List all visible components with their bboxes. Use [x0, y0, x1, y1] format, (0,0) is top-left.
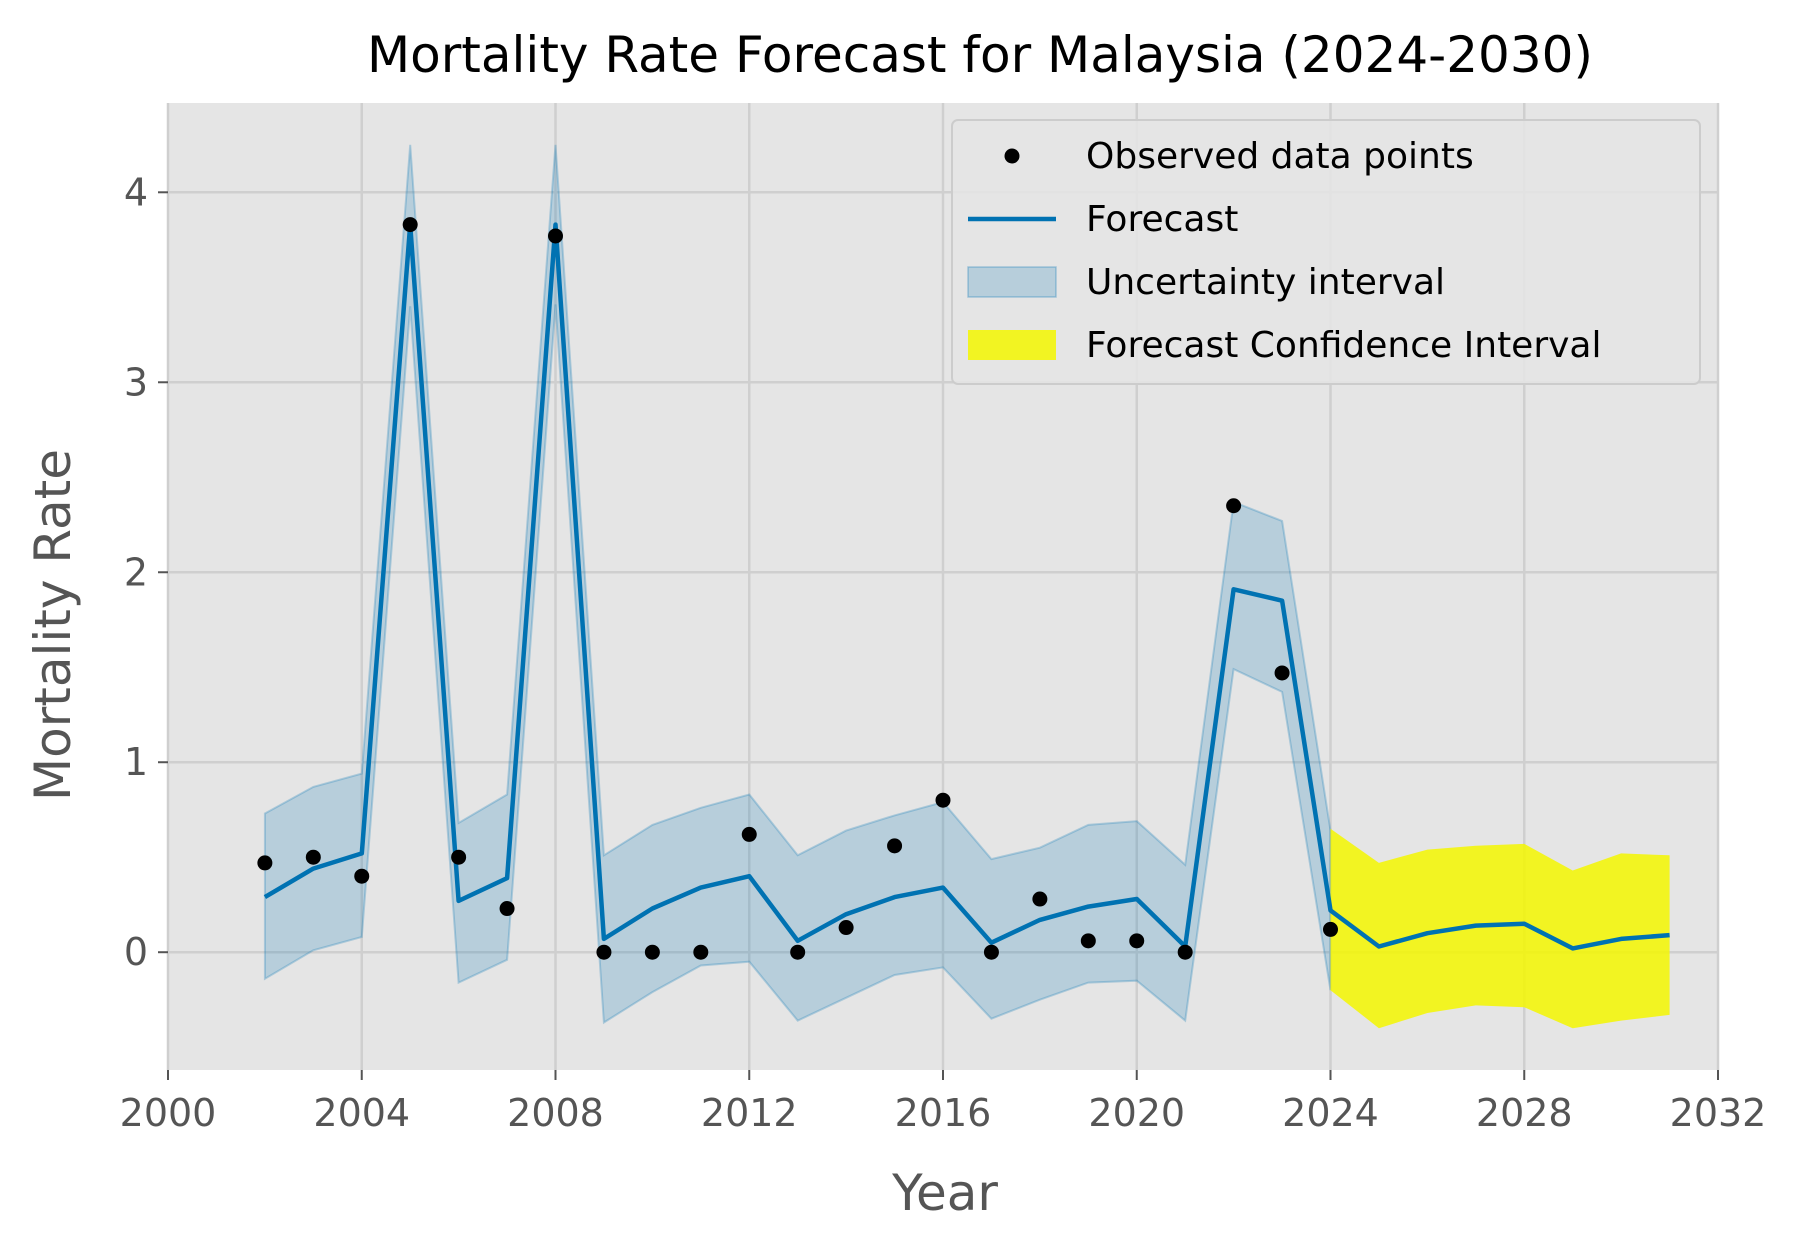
x-tick-label: 2028: [1476, 1091, 1573, 1135]
observed-point: [1177, 944, 1193, 960]
x-tick-label: 2032: [1670, 1091, 1767, 1135]
observed-point: [257, 855, 273, 871]
observed-point: [499, 901, 515, 917]
observed-point: [402, 217, 418, 233]
x-tick-label: 2000: [120, 1091, 217, 1135]
observed-point: [354, 868, 370, 884]
x-tick-label: 2012: [701, 1091, 798, 1135]
observed-point: [741, 826, 757, 842]
lines: [263, 222, 1670, 951]
y-axis: 0 1 2 3 4: [124, 170, 168, 974]
observed-point: [1226, 498, 1242, 514]
observed-point: [644, 944, 660, 960]
y-tick-label: 4: [124, 170, 148, 214]
observed-point: [596, 944, 612, 960]
chart-title: Mortality Rate Forecast for Malaysia (20…: [367, 26, 1593, 84]
legend-marker-observed: [1004, 148, 1020, 164]
observed-point: [935, 792, 951, 808]
legend-marker-forecast-ci: [968, 330, 1056, 360]
observed-point: [305, 849, 321, 865]
x-tick-label: 2020: [1088, 1091, 1185, 1135]
bands: [263, 144, 1670, 1029]
observed-point: [548, 228, 563, 244]
legend: Observed data points Forecast Uncertainty …: [951, 119, 1701, 385]
x-tick-label: 2024: [1282, 1091, 1379, 1135]
x-tick-label: 2016: [895, 1091, 992, 1135]
observed-point: [1080, 933, 1096, 949]
y-axis-label: Mortality Rate: [24, 449, 82, 801]
observed-point: [1129, 933, 1145, 949]
x-tick-label: 2008: [507, 1091, 604, 1135]
points: [257, 217, 1338, 960]
legend-label-forecast: Forecast: [1086, 199, 1238, 240]
observed-point: [790, 944, 806, 960]
observed-point: [451, 849, 467, 865]
observed-point: [1274, 665, 1290, 681]
observed-point: [887, 838, 903, 854]
legend-marker-uncertainty: [967, 266, 1057, 298]
x-axis-label: Year: [891, 1164, 998, 1222]
forecast-ci-band: [1330, 828, 1670, 1029]
observed-point: [983, 944, 999, 960]
legend-box: [951, 119, 1701, 385]
observed-point: [838, 920, 854, 936]
y-tick-label: 2: [124, 550, 148, 594]
x-axis: 2000 2004 2008 2012 2016 2020 2024 2028 2032: [120, 1070, 1767, 1135]
legend-label-uncertainty: Uncertainty interval: [1086, 262, 1445, 303]
observed-point: [1323, 921, 1338, 937]
y-tick-label: 3: [124, 360, 148, 404]
legend-label-forecast-ci: Forecast Confidence Interval: [1086, 325, 1602, 366]
y-tick-label: 1: [124, 740, 148, 784]
x-tick-label: 2004: [313, 1091, 410, 1135]
forecast-line: [263, 222, 1670, 951]
y-tick-label: 0: [124, 930, 148, 974]
observed-point: [1032, 891, 1048, 907]
legend-label-observed: Observed data points: [1086, 136, 1474, 177]
observed-point: [693, 944, 709, 960]
